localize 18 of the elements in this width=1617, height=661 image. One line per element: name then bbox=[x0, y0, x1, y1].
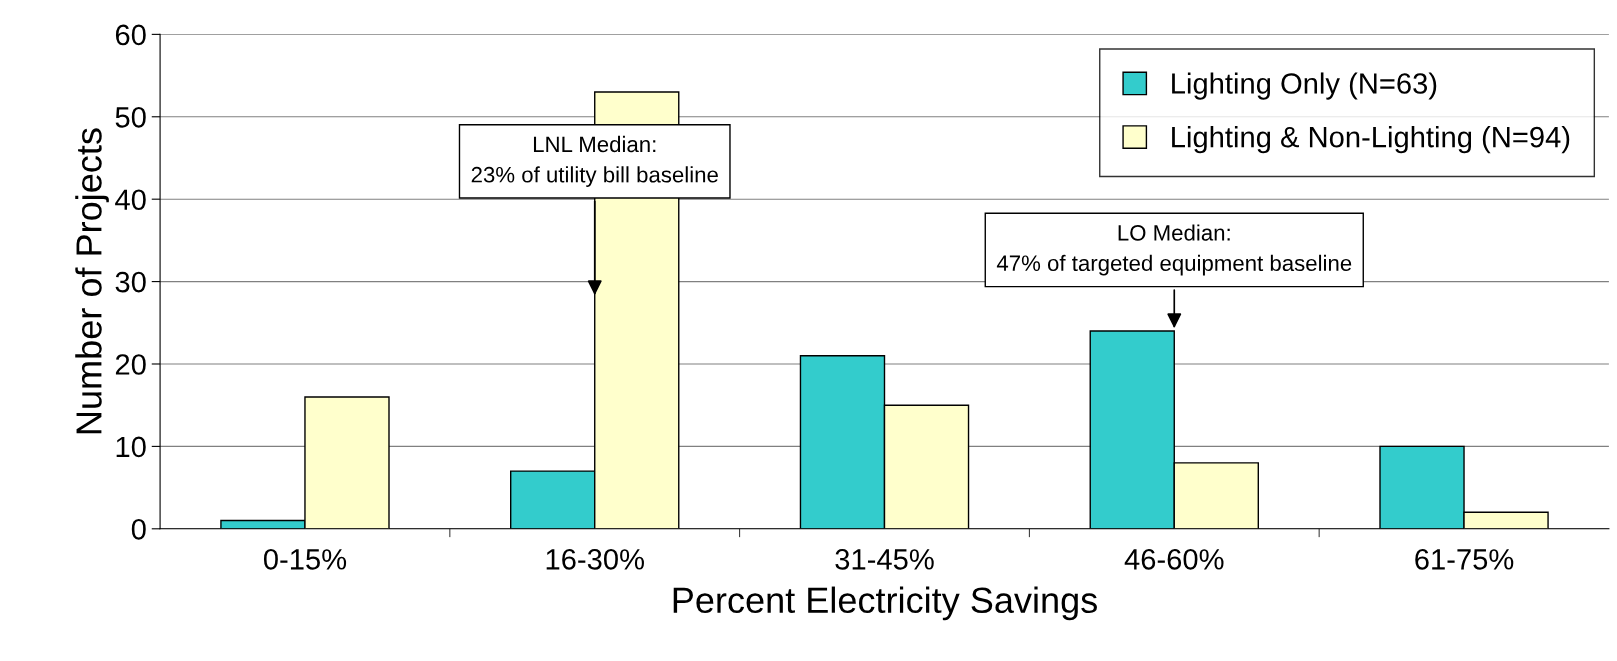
x-tick-label: 46-60% bbox=[1124, 549, 1224, 570]
y-tick-label: 60 bbox=[115, 24, 146, 46]
x-tick-label: 16-30% bbox=[546, 549, 644, 570]
y-tick-label: 40 bbox=[115, 189, 146, 211]
legend-label: Lighting Only (N=63) bbox=[1172, 72, 1437, 100]
x-axis-title: Percent Electricity Savings bbox=[673, 586, 1097, 621]
annotation: LO Median: 47% of targeted equipment baseline bbox=[996, 224, 1352, 276]
y-tick-label: 50 bbox=[115, 106, 146, 128]
x-tick-label: 31-45% bbox=[835, 549, 934, 570]
legend-label: Lighting & Non-Lighting (N=94) bbox=[1172, 126, 1570, 154]
annotation: LNL Median: 23% of utility bill baseline bbox=[471, 135, 718, 187]
x-tick-label: 0-15% bbox=[263, 549, 347, 570]
y-tick-label: 30 bbox=[115, 271, 146, 293]
y-tick-label: 10 bbox=[116, 436, 146, 458]
y-tick-label: 0 bbox=[131, 519, 146, 540]
x-tick-label: 61-75% bbox=[1415, 549, 1514, 570]
y-tick-label: 20 bbox=[115, 354, 146, 375]
y-axis-title: Number of Projects bbox=[75, 128, 109, 434]
